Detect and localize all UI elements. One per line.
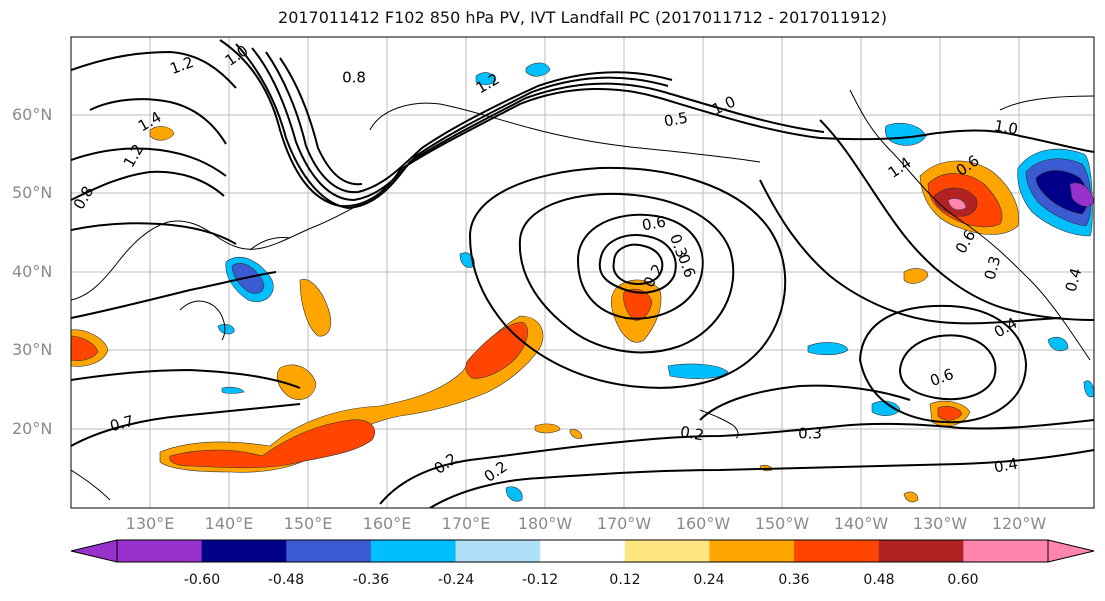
- colorbar-frame: [116, 539, 1049, 563]
- lat-label: 30°N: [12, 340, 53, 359]
- lon-label: 150°E: [283, 514, 333, 533]
- contour-label: 0.7: [108, 412, 136, 436]
- lon-label: 180°W: [517, 514, 573, 533]
- colorbar-tick-label: -0.24: [437, 572, 475, 588]
- colorbar-swatch: [201, 540, 287, 562]
- lat-label: 50°N: [12, 183, 53, 202]
- lon-label: 120°W: [991, 514, 1047, 533]
- contour-label: 0.3: [798, 425, 822, 443]
- pc-shading: [71, 62, 1094, 503]
- lon-label: 170°W: [596, 514, 652, 533]
- colorbar-swatch: [117, 540, 203, 562]
- colorbar-extend-low: [70, 539, 118, 563]
- map-title: 2017011412 F102 850 hPa PV, IVT Landfall…: [278, 8, 887, 27]
- colorbar-swatch: [963, 540, 1049, 562]
- contour-label: 0.4: [1062, 266, 1086, 294]
- lon-label: 160°E: [362, 514, 412, 533]
- lon-label: 150°W: [754, 514, 810, 533]
- pv-contours: [71, 39, 1094, 508]
- colorbar-tick-label: 0.12: [609, 572, 641, 588]
- colorbar-tick-label: -0.12: [521, 572, 559, 588]
- lon-label: 170°E: [441, 514, 491, 533]
- lon-label: 130°E: [125, 514, 175, 533]
- colorbar-tick-label: 0.24: [693, 572, 725, 588]
- map-frame: [70, 36, 1095, 509]
- contour-label: 0.5: [663, 109, 690, 131]
- colorbar-swatch: [370, 540, 457, 562]
- contour-label: 1.0: [993, 117, 1020, 139]
- lon-label: 140°W: [833, 514, 889, 533]
- colorbar-tick-label: -0.60: [183, 572, 221, 588]
- lat-label: 20°N: [12, 419, 53, 438]
- contour-label: 0.4: [993, 455, 1020, 477]
- lat-label: 60°N: [12, 105, 53, 124]
- lat-label: 40°N: [12, 262, 53, 281]
- colorbar: [70, 539, 1095, 563]
- lon-label: 160°W: [675, 514, 731, 533]
- colorbar-swatch: [540, 540, 626, 562]
- colorbar-swatch: [624, 540, 710, 562]
- colorbar-swatch: [794, 540, 880, 562]
- colorbar-swatch: [709, 540, 795, 562]
- contour-label: 0.3: [981, 254, 1005, 282]
- colorbar-tick-label: -0.36: [352, 572, 390, 588]
- colorbar-swatch: [286, 540, 372, 562]
- colorbar-tick-label: -0.48: [267, 572, 305, 588]
- colorbar-swatch: [878, 540, 964, 562]
- colorbar-swatch: [455, 540, 541, 562]
- contour-label: 0.6: [641, 213, 668, 235]
- contour-label: 0.2: [679, 423, 706, 445]
- lon-label: 140°E: [204, 514, 254, 533]
- contour-label: 0.8: [342, 69, 366, 87]
- lon-label: 130°W: [912, 514, 968, 533]
- coastlines: [71, 89, 1094, 501]
- colorbar-tick-label: 0.60: [947, 572, 979, 588]
- colorbar-extend-high: [1047, 539, 1095, 563]
- colorbar-tick-label: 0.48: [863, 572, 895, 588]
- colorbar-tick-label: 0.36: [778, 572, 810, 588]
